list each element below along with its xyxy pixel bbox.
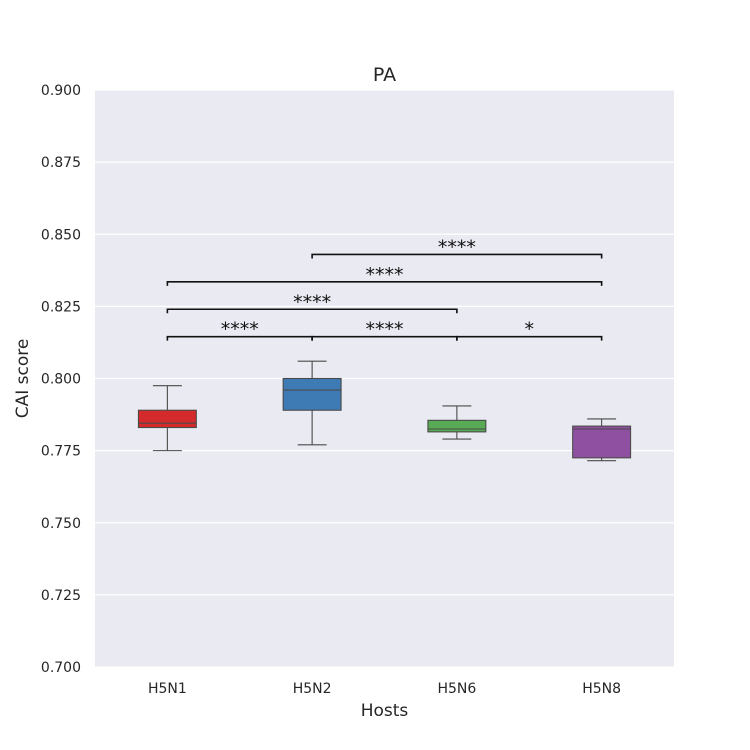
box-body xyxy=(137,409,197,429)
significance-brackets: **** **** ************* xyxy=(166,236,603,341)
y-tick-label: 0.850 xyxy=(41,227,81,243)
x-axis-title: Hosts xyxy=(361,701,409,721)
significance-bracket: * xyxy=(456,319,603,341)
y-tick-label: 0.700 xyxy=(41,660,81,676)
bracket-line xyxy=(311,253,603,259)
y-tick-label: 0.775 xyxy=(41,444,81,460)
x-tick-label: H5N6 xyxy=(437,681,476,697)
y-tick-label: 0.825 xyxy=(41,299,81,315)
y-tick-label: 0.725 xyxy=(41,588,81,604)
box-h5n1 xyxy=(137,385,197,452)
significance-label: **** xyxy=(221,319,259,341)
box-h5n2 xyxy=(282,360,342,446)
significance-bracket: **** xyxy=(166,264,603,286)
grid-lines xyxy=(95,89,674,668)
significance-bracket: **** xyxy=(166,291,458,314)
box-body xyxy=(282,377,342,411)
significance-label: **** xyxy=(366,319,404,341)
x-tick-label: H5N8 xyxy=(582,681,621,697)
box-h5n8 xyxy=(572,418,632,462)
box-body xyxy=(572,425,632,459)
significance-label: **** xyxy=(293,291,331,313)
y-tick-labels: 0.700 0.725 0.750 0.775 0.800 0.825 0.850 0.875… xyxy=(41,83,81,676)
y-axis-title: CAI score xyxy=(13,339,33,419)
bracket-line xyxy=(166,308,458,314)
significance-label: **** xyxy=(438,236,476,258)
box-h5n6 xyxy=(427,405,487,440)
x-tick-label: H5N1 xyxy=(148,681,187,697)
x-tick-label: H5N2 xyxy=(293,681,332,697)
x-tick-labels: H5N1 H5N2 H5N6 H5N8 xyxy=(148,681,621,697)
significance-label: * xyxy=(525,319,535,341)
bracket-line xyxy=(456,335,603,341)
box-series xyxy=(137,360,632,462)
bracket-line xyxy=(166,281,603,286)
y-tick-label: 0.900 xyxy=(41,83,81,99)
box-body xyxy=(427,419,487,433)
y-tick-label: 0.800 xyxy=(41,372,81,388)
significance-label: **** xyxy=(366,264,404,286)
significance-bracket: **** xyxy=(311,236,603,259)
chart-title: PA xyxy=(373,64,396,86)
y-tick-label: 0.875 xyxy=(41,155,81,171)
y-tick-label: 0.750 xyxy=(41,516,81,532)
